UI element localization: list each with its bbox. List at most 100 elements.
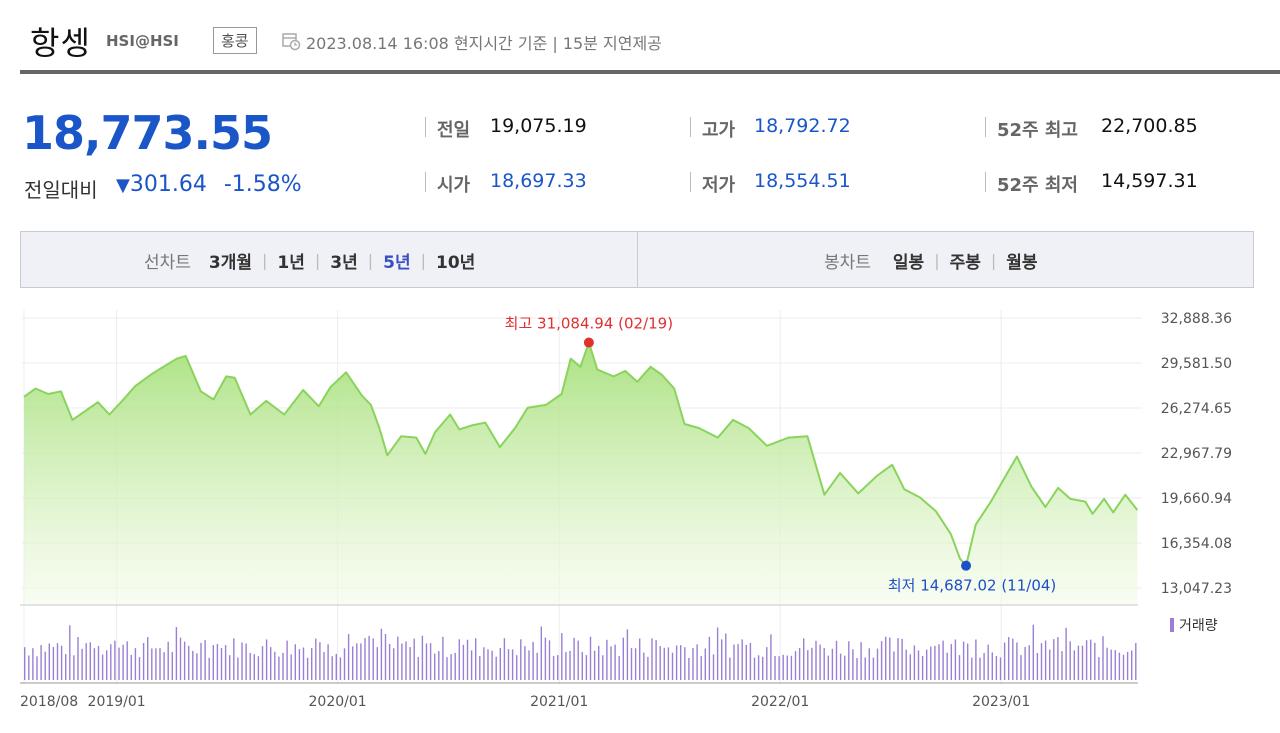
volume-bar — [93, 648, 96, 680]
volume-bar — [110, 644, 112, 680]
volume-bar — [384, 634, 387, 680]
tab-3years[interactable]: 3년 — [330, 253, 358, 273]
volume-bar — [274, 651, 276, 680]
volume-bar — [721, 639, 723, 680]
volume-bar — [454, 652, 456, 680]
volume-bar — [417, 656, 419, 680]
volume-bar — [991, 652, 993, 680]
volume-bar — [372, 638, 374, 680]
volume-bar — [1106, 647, 1108, 680]
annotations: 최고 31,084.94 (02/19) 최저 14,687.02 (11/04) — [505, 315, 1057, 595]
volume-bar — [298, 649, 301, 680]
volume-bar — [839, 653, 842, 680]
volume-bar — [593, 650, 596, 680]
volume-bar — [1098, 657, 1100, 680]
line-chart-tabs: 선차트 3개월 | 1년 | 3년 | 5년 | 10년 — [144, 248, 475, 273]
volume-bar — [245, 643, 247, 680]
volume-bar — [475, 638, 477, 680]
volume-bar — [520, 639, 522, 680]
x-tick-label: 2020/01 — [309, 694, 367, 710]
volume-bar — [167, 641, 169, 680]
tab-separator: | — [420, 251, 426, 270]
volume-bar — [253, 654, 255, 680]
volume-bar — [376, 647, 378, 680]
volume-bar — [65, 654, 67, 680]
volume-bar — [823, 647, 825, 680]
tab-10years[interactable]: 10년 — [436, 253, 476, 273]
volume-bar — [790, 655, 793, 680]
divider — [985, 117, 986, 137]
volume-bar — [905, 649, 907, 680]
volume-bar — [60, 645, 63, 680]
volume-bar — [1126, 651, 1129, 680]
tab-separator: | — [262, 251, 268, 270]
tab-daily[interactable]: 일봉 — [892, 253, 925, 273]
volume-bar — [532, 641, 534, 680]
tab-separator: | — [367, 251, 374, 270]
volume-bar — [716, 627, 719, 680]
line-chart-label: 선차트 — [144, 253, 191, 273]
index-chart: 최고 31,084.94 (02/19) 최저 14,687.02 (11/04)… — [20, 310, 1232, 710]
volume-bar — [175, 627, 178, 680]
change-label: 전일대비 — [24, 178, 98, 202]
volume-bar — [1073, 650, 1075, 680]
volume-bar — [32, 648, 34, 680]
volume-bar — [811, 647, 813, 680]
volume-legend-swatch — [1170, 618, 1174, 632]
volume-bar — [663, 647, 665, 680]
divider — [690, 172, 691, 192]
volume-bar — [807, 650, 809, 680]
volume-bar — [1016, 642, 1018, 680]
volume-bar — [282, 652, 284, 680]
volume-bar — [204, 640, 206, 680]
tab-3months[interactable]: 3개월 — [208, 253, 253, 273]
volume-bar — [983, 653, 985, 680]
volume-bar — [671, 652, 674, 680]
volume-bar — [876, 648, 879, 680]
volume-bar — [856, 658, 858, 680]
volume-bar — [733, 644, 735, 680]
volume-bar — [429, 643, 432, 680]
volume-bar — [413, 638, 415, 680]
x-tick-label: 2018/08 — [20, 694, 78, 710]
volume-bar — [192, 650, 194, 680]
volume-bar — [114, 640, 116, 680]
volume-bar — [946, 652, 948, 680]
volume-bar — [979, 657, 981, 680]
volume-bar — [815, 640, 817, 680]
x-tick-label: 2019/01 — [88, 694, 146, 710]
tab-monthly[interactable]: 월봉 — [1006, 253, 1038, 273]
volume-bar — [1110, 649, 1112, 680]
volume-bar — [987, 644, 989, 680]
max-annotation-label: 최고 31,084.94 (02/19) — [505, 315, 673, 333]
price-area — [23, 341, 1139, 605]
stat-label-prev: 전일 — [437, 120, 471, 141]
volume-bar — [688, 658, 690, 680]
volume-bar — [872, 657, 875, 680]
candle-chart-label: 봉차트 — [824, 253, 871, 273]
volume-bar — [183, 641, 186, 680]
tab-1year[interactable]: 1년 — [277, 253, 305, 273]
volume-bar — [757, 655, 760, 680]
tab-weekly[interactable]: 주봉 — [949, 253, 981, 273]
volume-bar — [196, 653, 198, 680]
volume-bar — [278, 656, 280, 680]
change-value: 301.64 — [129, 172, 207, 197]
volume-bar — [782, 654, 784, 680]
x-tick-label: 2021/01 — [530, 694, 588, 710]
time-info: 2023.08.14 16:08 현지시간 기준 | 15분 지연제공 — [306, 34, 662, 53]
tab-5years[interactable]: 5년 — [383, 253, 411, 273]
volume-bar — [614, 644, 616, 680]
volume-bar — [446, 657, 448, 680]
volume-bar — [630, 648, 633, 680]
volume-bar — [712, 654, 715, 680]
volume-bar — [803, 638, 805, 680]
volume-bar — [147, 637, 149, 680]
volume-bar — [216, 644, 219, 680]
volume-bar — [257, 656, 260, 680]
volume-bar — [224, 645, 227, 680]
volume-bar — [573, 637, 575, 680]
volume-bar — [425, 643, 428, 680]
volume-bar — [930, 646, 932, 680]
volume-bar — [651, 638, 653, 680]
